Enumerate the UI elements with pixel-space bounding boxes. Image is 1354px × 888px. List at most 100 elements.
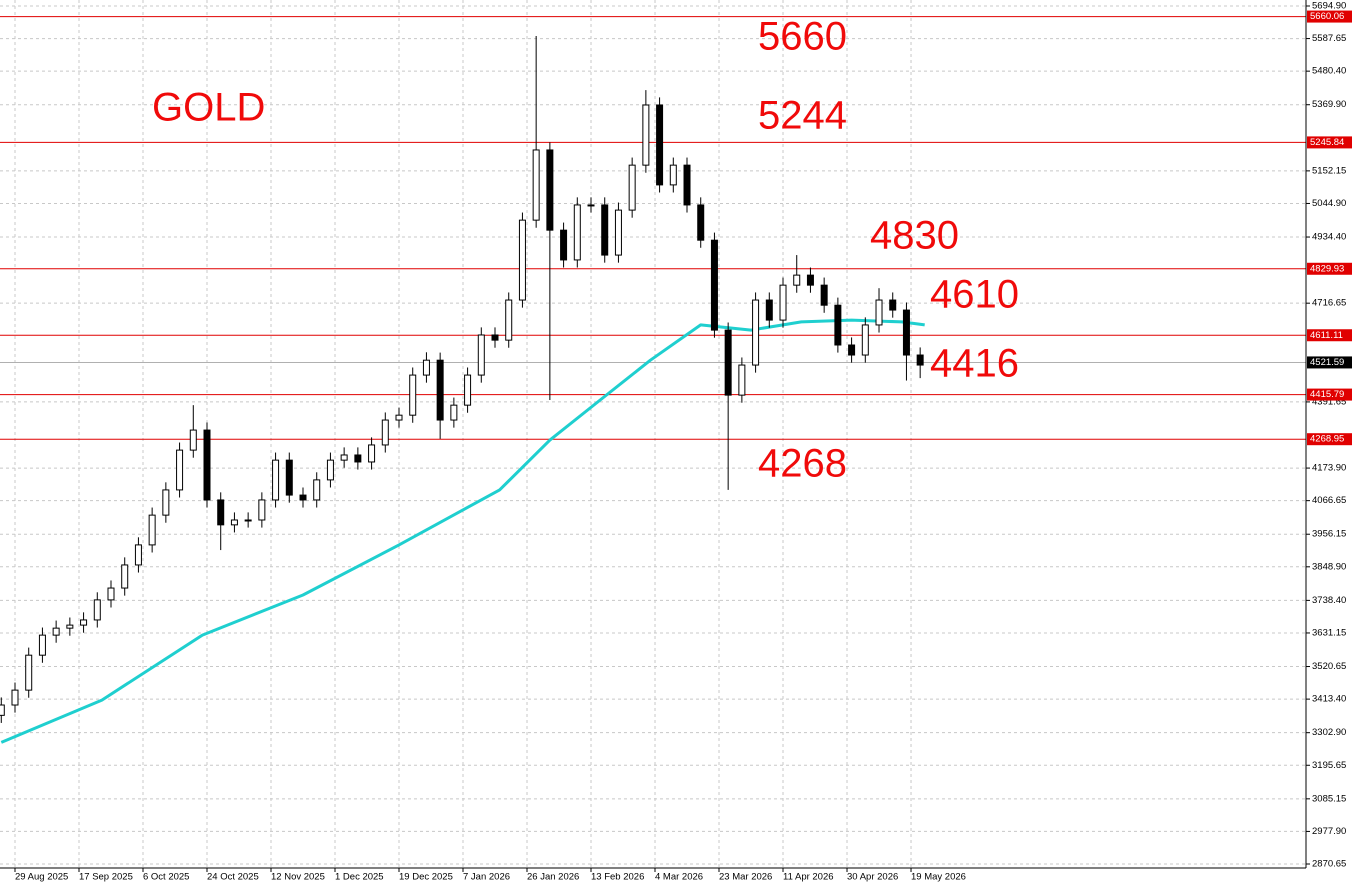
y-tick-label: 3302.90 bbox=[1312, 727, 1346, 738]
candle-body bbox=[518, 219, 526, 301]
candle bbox=[573, 197, 581, 268]
y-tick-label: 4391.65 bbox=[1312, 396, 1346, 407]
candle bbox=[368, 437, 376, 470]
level-label-box bbox=[1307, 433, 1352, 446]
level-label-box bbox=[1307, 136, 1352, 149]
candle bbox=[546, 142, 554, 400]
candle-body bbox=[861, 324, 869, 356]
candle bbox=[614, 202, 622, 263]
candle-body bbox=[505, 299, 513, 341]
candle bbox=[354, 447, 362, 470]
candle-body bbox=[11, 689, 19, 706]
candle-body bbox=[80, 619, 88, 626]
candle bbox=[395, 407, 403, 428]
candle-body bbox=[464, 374, 472, 406]
y-tick-label: 5480.40 bbox=[1312, 66, 1346, 77]
candle bbox=[697, 197, 705, 248]
level-label-box bbox=[1307, 10, 1352, 23]
annotation: 5244 bbox=[758, 94, 847, 138]
candle-body bbox=[285, 459, 293, 496]
current-price-label: 4521.59 bbox=[1310, 357, 1344, 368]
candle-body bbox=[450, 404, 458, 421]
x-tick-label: 4 Mar 2026 bbox=[655, 872, 703, 883]
candle-body bbox=[724, 329, 732, 396]
level-label: 5660.06 bbox=[1310, 11, 1344, 22]
candle bbox=[326, 452, 334, 488]
x-tick-label: 11 Apr 2026 bbox=[783, 872, 834, 883]
candle bbox=[848, 337, 856, 363]
candle bbox=[340, 447, 348, 468]
candle bbox=[176, 442, 184, 498]
candle-body bbox=[203, 429, 211, 501]
candle-body bbox=[38, 634, 46, 656]
candle-body bbox=[0, 704, 5, 716]
candle-body bbox=[697, 204, 705, 241]
candle bbox=[724, 322, 732, 490]
candle-body bbox=[902, 309, 910, 356]
candle-body bbox=[326, 459, 334, 481]
y-tick-label: 3631.15 bbox=[1312, 627, 1346, 638]
y-tick-label: 4173.90 bbox=[1312, 463, 1346, 474]
candle-body bbox=[560, 229, 568, 261]
candle bbox=[258, 492, 266, 528]
candle bbox=[299, 487, 307, 508]
candle-body bbox=[422, 359, 430, 376]
candle bbox=[66, 617, 74, 636]
candle bbox=[0, 697, 5, 723]
x-tick-label: 7 Jan 2026 bbox=[463, 872, 510, 883]
candle-body bbox=[710, 239, 718, 331]
candle-body bbox=[601, 204, 609, 256]
candle-body bbox=[779, 284, 787, 321]
level-label: 4611.11 bbox=[1310, 330, 1343, 341]
candle-body bbox=[395, 414, 403, 421]
y-tick-label: 5369.90 bbox=[1312, 99, 1346, 110]
candle-body bbox=[93, 599, 101, 621]
candle bbox=[601, 197, 609, 263]
candle-body bbox=[272, 459, 280, 501]
candle bbox=[587, 197, 595, 213]
annotation: 4830 bbox=[870, 214, 959, 258]
candle-body bbox=[752, 299, 760, 366]
candle-body bbox=[848, 344, 856, 356]
candle-body bbox=[381, 419, 389, 446]
y-tick-label: 2870.65 bbox=[1312, 859, 1346, 870]
candle-body bbox=[656, 104, 664, 186]
candle-body bbox=[875, 299, 883, 326]
candle-body bbox=[107, 587, 115, 601]
candle bbox=[820, 277, 828, 313]
candle bbox=[464, 367, 472, 413]
candle bbox=[710, 232, 718, 338]
y-tick-label: 3195.65 bbox=[1312, 760, 1346, 771]
candle bbox=[217, 492, 225, 551]
x-tick-label: 19 May 2026 bbox=[911, 872, 966, 883]
x-tick-label: 24 Oct 2025 bbox=[207, 872, 259, 883]
plot bbox=[0, 16, 1306, 744]
level-label: 4415.79 bbox=[1310, 389, 1344, 400]
candle bbox=[203, 422, 211, 508]
x-tick-label: 23 Mar 2026 bbox=[719, 872, 772, 883]
candle bbox=[148, 507, 156, 553]
x-tick-label: 13 Feb 2026 bbox=[591, 872, 644, 883]
annotation: 4268 bbox=[758, 442, 847, 486]
candle-body bbox=[134, 544, 142, 566]
candle-body bbox=[628, 164, 636, 211]
x-tick-label: 19 Dec 2025 bbox=[399, 872, 453, 883]
current-price-box bbox=[1307, 356, 1352, 369]
x-tick-label: 26 Jan 2026 bbox=[527, 872, 579, 883]
candle-body bbox=[738, 364, 746, 396]
candle-body bbox=[148, 514, 156, 546]
candle bbox=[491, 327, 499, 348]
candle-body bbox=[25, 654, 33, 691]
candle-body bbox=[916, 354, 924, 366]
annotation: 4416 bbox=[930, 342, 1019, 386]
y-tick-label: 2977.90 bbox=[1312, 826, 1346, 837]
candle bbox=[93, 592, 101, 628]
y-tick-label: 4934.40 bbox=[1312, 232, 1346, 243]
candle-body bbox=[491, 334, 499, 341]
x-tick-label: 1 Dec 2025 bbox=[335, 872, 384, 883]
candle bbox=[505, 292, 513, 348]
candle bbox=[656, 97, 664, 193]
